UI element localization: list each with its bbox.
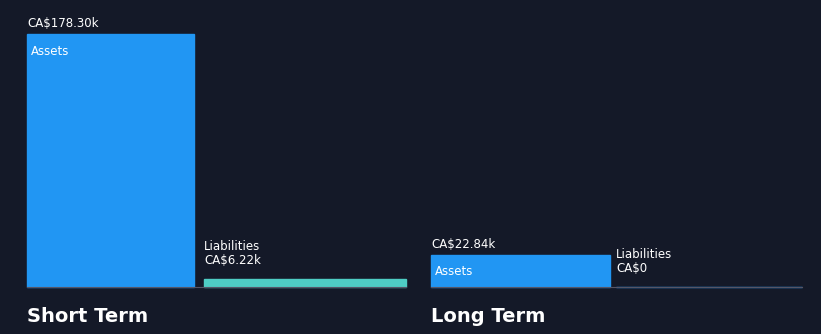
Bar <box>27 34 195 288</box>
Text: Assets: Assets <box>31 45 70 58</box>
Text: Liabilities: Liabilities <box>204 240 260 253</box>
Text: Long Term: Long Term <box>431 307 545 326</box>
Text: Liabilities: Liabilities <box>616 248 672 261</box>
Text: CA$0: CA$0 <box>616 262 647 275</box>
Text: Assets: Assets <box>435 265 474 278</box>
Text: CA$178.30k: CA$178.30k <box>27 17 99 30</box>
Bar <box>204 279 406 288</box>
Bar <box>616 287 802 288</box>
Text: Short Term: Short Term <box>27 307 149 326</box>
Text: CA$22.84k: CA$22.84k <box>431 238 495 252</box>
Bar <box>431 255 610 288</box>
Text: CA$6.22k: CA$6.22k <box>204 254 261 267</box>
